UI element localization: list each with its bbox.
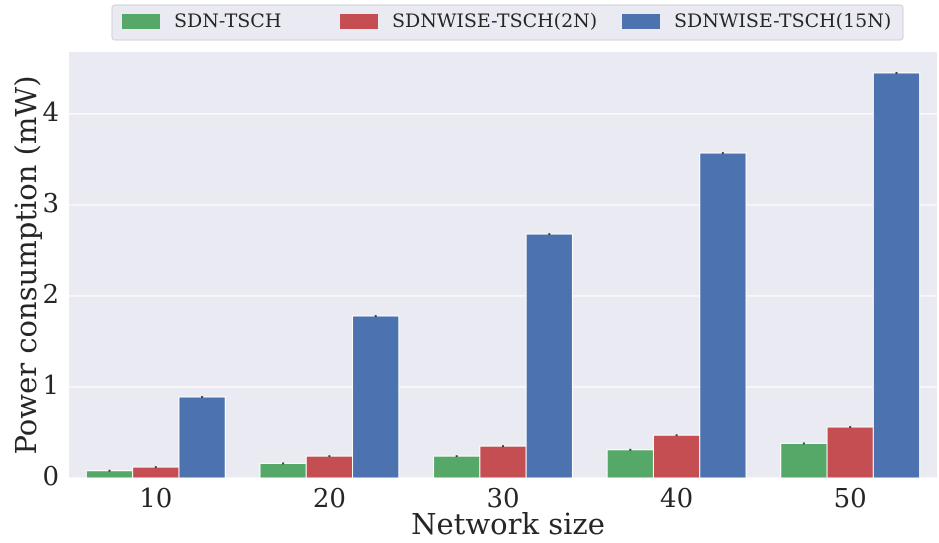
x-tick-label: 10 xyxy=(139,484,172,514)
legend-label: SDNWISE-TSCH(2N) xyxy=(392,10,597,32)
bar xyxy=(479,445,527,479)
legend xyxy=(111,4,904,41)
bar xyxy=(780,442,828,479)
bar xyxy=(305,455,354,479)
bar xyxy=(525,233,573,479)
x-tick-label: 30 xyxy=(486,484,519,514)
y-tick-label: 1 xyxy=(42,371,59,401)
legend-label: SDNWISE-TSCH(15N) xyxy=(674,10,891,32)
y-tick-label: 3 xyxy=(42,189,59,219)
bar xyxy=(606,449,654,479)
x-tick-label: 40 xyxy=(660,484,693,514)
bar xyxy=(699,152,747,479)
bar xyxy=(652,434,701,479)
bar xyxy=(259,462,307,479)
legend-label: SDN-TSCH xyxy=(174,10,281,32)
bar xyxy=(85,470,134,479)
y-tick-label: 0 xyxy=(42,462,59,492)
legend-swatch xyxy=(122,14,160,29)
legend-swatch xyxy=(340,14,378,29)
x-axis-label: Network size xyxy=(411,507,605,541)
y-tick-label: 2 xyxy=(42,280,59,310)
y-axis-label: Power consumption (mW) xyxy=(9,75,43,454)
bar xyxy=(433,455,481,479)
x-tick-label: 20 xyxy=(313,484,346,514)
x-tick-label: 50 xyxy=(834,484,867,514)
bar xyxy=(178,396,226,479)
bar xyxy=(132,466,180,479)
bar xyxy=(352,315,400,479)
y-tick-label: 4 xyxy=(42,98,59,128)
bar xyxy=(826,426,874,479)
legend-swatch xyxy=(622,14,660,29)
bar xyxy=(872,72,921,479)
